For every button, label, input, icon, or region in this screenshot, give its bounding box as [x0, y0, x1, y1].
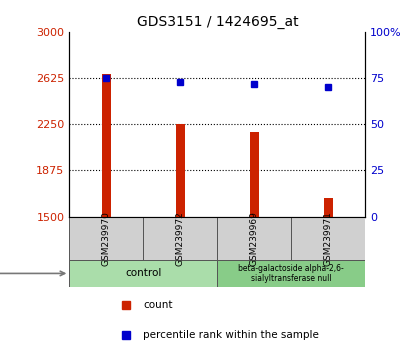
- FancyBboxPatch shape: [218, 217, 291, 260]
- Bar: [102, 74, 111, 217]
- FancyBboxPatch shape: [291, 217, 365, 260]
- Bar: [324, 198, 333, 217]
- Text: control: control: [125, 268, 162, 279]
- Text: genotype/variation: genotype/variation: [0, 268, 65, 279]
- Text: GSM239972: GSM239972: [176, 211, 185, 266]
- Title: GDS3151 / 1424695_at: GDS3151 / 1424695_at: [136, 16, 298, 29]
- Bar: [250, 132, 259, 217]
- FancyBboxPatch shape: [143, 217, 218, 260]
- FancyBboxPatch shape: [69, 217, 143, 260]
- Text: percentile rank within the sample: percentile rank within the sample: [143, 330, 319, 339]
- Text: count: count: [143, 299, 173, 310]
- Text: beta-galactoside alpha-2,6-
sialyltransferase null: beta-galactoside alpha-2,6- sialyltransf…: [239, 264, 344, 283]
- Bar: [176, 124, 185, 217]
- Text: GSM239969: GSM239969: [250, 211, 259, 266]
- FancyBboxPatch shape: [69, 260, 218, 287]
- Text: GSM239970: GSM239970: [102, 211, 111, 266]
- FancyBboxPatch shape: [218, 260, 365, 287]
- Text: GSM239971: GSM239971: [324, 211, 333, 266]
